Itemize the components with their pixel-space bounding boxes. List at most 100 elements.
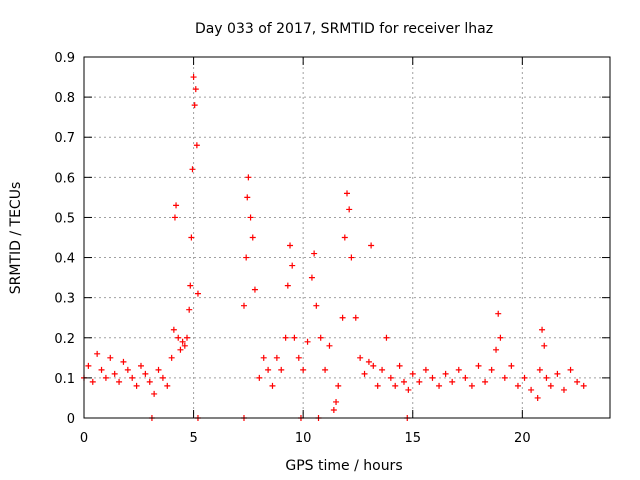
data-point [188,234,195,241]
data-point [193,142,200,149]
data-point [308,274,315,281]
data-point [284,282,291,289]
y-tick-label: 0.8 [54,91,75,106]
data-point [405,386,412,393]
data-point [173,202,180,209]
data-point [442,370,449,377]
y-tick-label: 0 [67,412,75,427]
data-point [462,374,469,381]
data-point [387,374,394,381]
data-point [383,334,390,341]
chart-title: Day 033 of 2017, SRMTID for receiver lha… [195,21,493,37]
data-point [333,398,340,405]
data-point [554,370,561,377]
data-point [124,366,131,373]
data-point [107,354,114,361]
data-point [374,382,381,389]
data-point [313,302,320,309]
y-tick-label: 0.2 [54,332,75,347]
plot-frame [83,56,611,419]
data-point [291,334,298,341]
data-point [501,374,508,381]
data-point [269,382,276,389]
data-point [396,362,403,369]
data-point [361,370,368,377]
y-tick-label: 0.1 [54,372,75,387]
y-tick-labels: 0 0.1 0.2 0.3 0.4 0.5 0.6 0.7 0.8 0.9 [54,51,75,427]
x-tick-label: 15 [404,431,421,446]
data-point [137,362,144,369]
data-point [567,366,574,373]
data-point [539,326,546,333]
data-point [322,366,329,373]
data-point [326,342,333,349]
y-tick-label: 0.6 [54,171,75,186]
data-point [348,254,355,261]
data-point [278,366,285,373]
data-point [175,334,182,341]
data-point [142,370,149,377]
data-point [244,194,251,201]
data-point [184,334,191,341]
data-point [247,214,254,221]
data-point [392,382,399,389]
data-point [265,366,272,373]
data-point [493,346,500,353]
data-point [245,174,252,181]
data-point [282,334,289,341]
data-point [289,262,296,269]
data-point [541,342,548,349]
data-point [164,382,171,389]
x-axis-label: GPS time / hours [285,458,402,474]
data-point [521,374,528,381]
x-tick-label: 10 [295,431,312,446]
data-point [98,366,105,373]
data-point [295,354,302,361]
data-point [190,74,197,81]
y-tick-label: 0.4 [54,252,75,267]
data-point [497,334,504,341]
data-point [528,386,535,393]
data-point [240,302,247,309]
data-point [508,362,515,369]
data-point [346,206,353,213]
data-point [249,234,256,241]
axis-ticks [83,56,610,419]
data-point [155,366,162,373]
data-point [287,242,294,249]
data-point [181,342,188,349]
data-point [186,306,193,313]
data-point [187,282,194,289]
data-point [416,378,423,385]
data-point [379,366,386,373]
data-point [482,378,489,385]
data-point [455,366,462,373]
data-point [475,362,482,369]
data-point [102,374,109,381]
data-point [357,354,364,361]
data-point [260,354,267,361]
data-point [317,334,324,341]
data-point [256,374,263,381]
data-point [194,290,201,297]
data-point [574,378,581,385]
data-point [273,354,280,361]
data-point [192,86,199,93]
x-tick-label: 20 [514,431,531,446]
data-point [170,326,177,333]
data-point [191,102,198,109]
data-point [370,362,377,369]
data-point [177,346,184,353]
data-point [344,190,350,197]
y-axis-label: SRMTID / TECUs [8,182,24,295]
data-point [189,166,196,173]
data-point [146,378,153,385]
x-tick-label: 5 [189,431,197,446]
data-point [251,286,258,293]
data-point [133,382,140,389]
data-point [534,394,541,401]
data-point [330,406,337,413]
y-tick-label: 0.9 [54,51,75,66]
data-point [116,378,123,385]
